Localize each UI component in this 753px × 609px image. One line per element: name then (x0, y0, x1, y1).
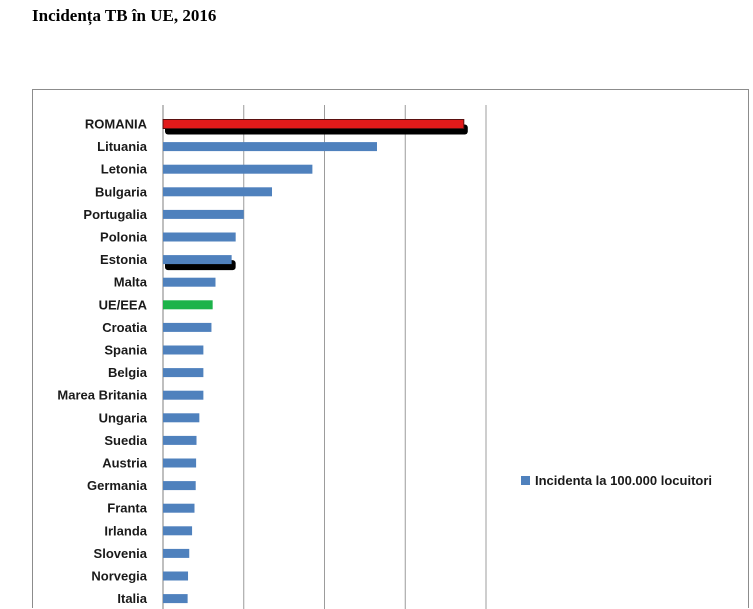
bar-chart: ROMANIA Lituania Letonia Bulgaria Portugalia… (57, 105, 712, 609)
category-label: ROMANIA (85, 117, 148, 132)
bar-letonia (163, 164, 313, 174)
bar-suedia (163, 435, 197, 445)
category-label: Malta (114, 275, 148, 290)
bar-romania (162, 119, 465, 129)
bar-franta (163, 503, 195, 513)
category-label: UE/EEA (99, 297, 148, 312)
bar-belgia (163, 368, 204, 378)
category-label: Polonia (100, 230, 148, 245)
category-label: Slovenia (94, 546, 148, 561)
category-label: Letonia (101, 162, 148, 177)
category-label: Spania (104, 343, 147, 358)
bar-ungaria (163, 413, 200, 423)
chart-gridlines (162, 105, 487, 609)
legend-label: Incidenta la 100.000 locuitori (535, 473, 712, 488)
bar-portugalia (163, 209, 244, 219)
bar-bulgaria (163, 187, 273, 197)
bar-austria (163, 458, 197, 468)
chart-frame: ROMANIA Lituania Letonia Bulgaria Portugalia… (32, 89, 749, 609)
chart-legend: Incidenta la 100.000 locuitori (521, 473, 712, 488)
bar-ue-eea (163, 300, 213, 310)
category-label: Norvegia (91, 569, 147, 584)
category-label: Portugalia (83, 207, 147, 222)
category-label: Italia (117, 591, 147, 606)
bar-polonia (163, 232, 236, 242)
bar-norvegia (163, 571, 189, 581)
category-label: Belgia (108, 365, 148, 380)
page-title: Incidența TB în UE, 2016 (32, 6, 217, 25)
category-label: Austria (102, 456, 148, 471)
bar-germania (163, 481, 196, 491)
bar-croatia (163, 322, 212, 332)
category-label: Marea Britania (57, 388, 147, 403)
category-label: Bulgaria (95, 184, 148, 199)
bar-estonia (163, 255, 232, 265)
bar-marea-britania (163, 390, 204, 400)
bar-italia (163, 594, 188, 604)
chart-category-labels: ROMANIA Lituania Letonia Bulgaria Portugalia… (57, 117, 147, 607)
chart-bars (162, 119, 468, 604)
bar-spania (163, 345, 204, 355)
bar-lituania (163, 142, 377, 152)
category-label: Suedia (104, 433, 147, 448)
category-label: Croatia (102, 320, 148, 335)
bar-irlanda (163, 526, 193, 536)
category-label: Estonia (100, 252, 148, 267)
bar-slovenia (163, 548, 190, 558)
category-label: Lituania (97, 139, 148, 154)
category-label: Franta (107, 501, 148, 516)
category-label: Ungaria (99, 410, 148, 425)
legend-swatch (521, 476, 530, 485)
bar-malta (163, 277, 216, 287)
category-label: Germania (87, 478, 148, 493)
category-label: Irlanda (104, 523, 147, 538)
